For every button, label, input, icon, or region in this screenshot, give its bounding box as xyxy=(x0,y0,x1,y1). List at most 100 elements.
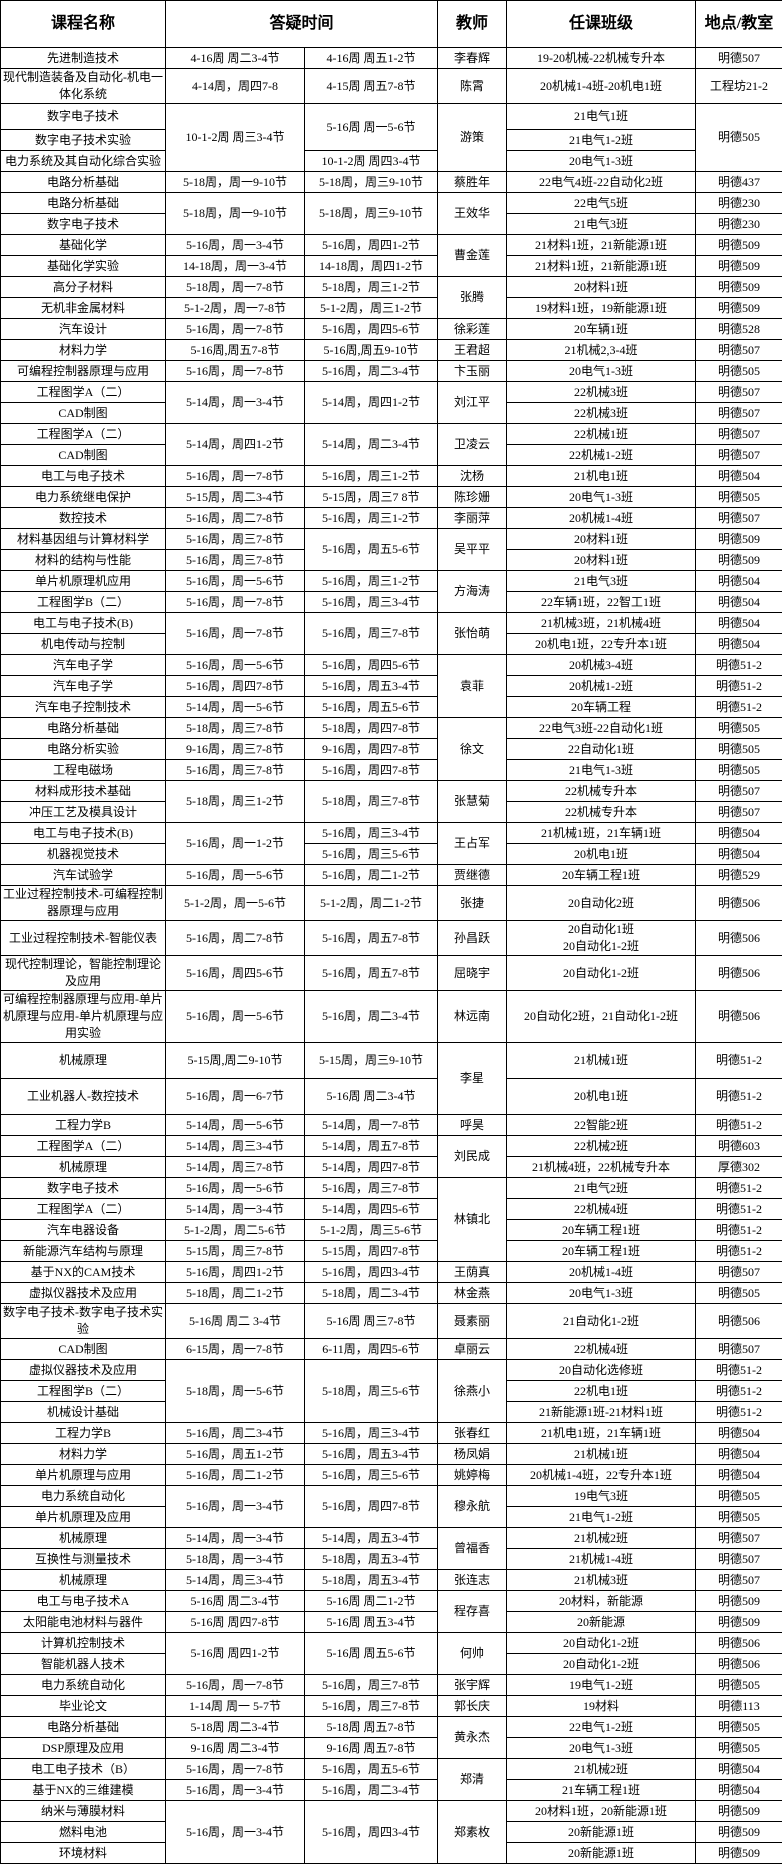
cell-teacher: 林镇北 xyxy=(438,1178,507,1262)
cell-location: 明德509 xyxy=(696,277,782,298)
cell-qa-time-1: 5-16周 周二3-4节 xyxy=(166,1591,305,1612)
cell-location: 明德51-2 xyxy=(696,655,782,676)
cell-qa-time-1: 14-18周，周一3-4节 xyxy=(166,256,305,277)
cell-location: 明德506 xyxy=(696,991,782,1043)
cell-qa-time-2: 5-16周，周三1-2节 xyxy=(305,571,438,592)
cell-qa-time-1: 10-1-2周 周三3-4节 xyxy=(166,104,305,172)
cell-teacher: 张怡萌 xyxy=(438,613,507,655)
cell-qa-time-2: 5-18周，周三7-8节 xyxy=(305,781,438,823)
cell-class: 22机械2班 xyxy=(507,1136,696,1157)
cell-qa-time-2: 5-14周，周五3-4节 xyxy=(305,1528,438,1549)
cell-class: 21机械2班 xyxy=(507,1528,696,1549)
cell-course-name: 电力系统自动化 xyxy=(1,1675,166,1696)
cell-course-name: 单片机原理机应用 xyxy=(1,571,166,592)
cell-course-name: 汽车电子控制技术 xyxy=(1,697,166,718)
cell-location: 工程坊21-2 xyxy=(696,69,782,104)
cell-course-name: 高分子材料 xyxy=(1,277,166,298)
cell-qa-time-2: 5-16周，周四5-6节 xyxy=(305,319,438,340)
cell-location: 明德505 xyxy=(696,1486,782,1507)
cell-qa-time-1: 5-14周，周三3-4节 xyxy=(166,1136,305,1157)
cell-course-name: 数字电子技术 xyxy=(1,1178,166,1199)
cell-teacher: 卓丽云 xyxy=(438,1339,507,1360)
cell-qa-time-2: 5-14周，周四5-6节 xyxy=(305,1199,438,1220)
cell-qa-time-1: 5-14周，周四1-2节 xyxy=(166,424,305,466)
cell-course-name: 汽车电子学 xyxy=(1,655,166,676)
header-teacher: 教师 xyxy=(438,1,507,48)
cell-teacher: 吴平平 xyxy=(438,529,507,571)
cell-qa-time-2: 5-16周 周二1-2节 xyxy=(305,1591,438,1612)
cell-location: 明德504 xyxy=(696,1759,782,1780)
cell-qa-time-1: 5-1-2周，周二5-6节 xyxy=(166,1220,305,1241)
cell-teacher: 杨凤娟 xyxy=(438,1444,507,1465)
cell-teacher: 李星 xyxy=(438,1043,507,1115)
cell-course-name: 数控技术 xyxy=(1,508,166,529)
cell-location: 厚德302 xyxy=(696,1157,782,1178)
cell-class: 20自动化1班 20自动化1-2班 xyxy=(507,921,696,956)
cell-location: 明德507 xyxy=(696,403,782,424)
cell-course-name: 机械设计基础 xyxy=(1,1402,166,1423)
cell-location: 明德51-2 xyxy=(696,1360,782,1381)
cell-class: 20电气1-3班 xyxy=(507,151,696,172)
cell-qa-time-1: 5-16周，周一3-4节 xyxy=(166,1801,305,1864)
cell-course-name: 机械原理 xyxy=(1,1157,166,1178)
cell-qa-time-1: 5-14周，周一5-6节 xyxy=(166,697,305,718)
cell-teacher: 方海涛 xyxy=(438,571,507,613)
cell-teacher: 郑素枚 xyxy=(438,1801,507,1864)
cell-class: 21机械3班，21机械4班 xyxy=(507,613,696,634)
cell-class: 20机械1-4班 xyxy=(507,1262,696,1283)
cell-teacher: 张宇辉 xyxy=(438,1675,507,1696)
cell-location: 明德509 xyxy=(696,1591,782,1612)
cell-location: 明德51-2 xyxy=(696,1402,782,1423)
cell-qa-time-2: 5-16周，周五5-6节 xyxy=(305,697,438,718)
cell-qa-time-1: 5-16周，周一5-6节 xyxy=(166,571,305,592)
cell-qa-time-1: 5-1-2周，周一7-8节 xyxy=(166,298,305,319)
cell-class: 21机电1班 xyxy=(507,466,696,487)
cell-qa-time-2: 5-16周，周二3-4节 xyxy=(305,1780,438,1801)
cell-teacher: 徐彩莲 xyxy=(438,319,507,340)
cell-qa-time-1: 5-16周，周一6-7节 xyxy=(166,1079,305,1115)
cell-qa-time-1: 5-16周，周一3-4节 xyxy=(166,1486,305,1528)
cell-course-name: 太阳能电池材料与器件 xyxy=(1,1612,166,1633)
cell-location: 明德603 xyxy=(696,1136,782,1157)
cell-class: 19电气1-2班 xyxy=(507,1675,696,1696)
cell-course-name: 电工与电子技术(B) xyxy=(1,613,166,634)
cell-class: 19电气3班 xyxy=(507,1486,696,1507)
cell-qa-time-1: 5-16周，周三7-8节 xyxy=(166,550,305,571)
cell-location: 明德505 xyxy=(696,1283,782,1304)
cell-class: 22机械1-2班 xyxy=(507,445,696,466)
cell-location: 明德509 xyxy=(696,529,782,550)
cell-qa-time-2: 9-16周，周四7-8节 xyxy=(305,739,438,760)
cell-qa-time-1: 5-16周，周一7-8节 xyxy=(166,361,305,382)
cell-qa-time-2: 5-16周，周三7-8节 xyxy=(305,1178,438,1199)
cell-course-name: 汽车电器设备 xyxy=(1,1220,166,1241)
cell-qa-time-1: 9-16周，周三7-8节 xyxy=(166,739,305,760)
cell-qa-time-1: 5-15周，周二3-4节 xyxy=(166,487,305,508)
cell-class: 20材料1班，20新能源1班 xyxy=(507,1801,696,1822)
cell-class: 20电气1-3班 xyxy=(507,1283,696,1304)
cell-qa-time-1: 5-16周，周一7-8节 xyxy=(166,592,305,613)
cell-class: 21机械1-4班 xyxy=(507,1549,696,1570)
cell-course-name: 工业机器人-数控技术 xyxy=(1,1079,166,1115)
cell-class: 22机电1班 xyxy=(507,1381,696,1402)
cell-qa-time-2: 5-14周，周五7-8节 xyxy=(305,1136,438,1157)
cell-location: 明德507 xyxy=(696,802,782,823)
cell-qa-time-2: 6-11周，周四5-6节 xyxy=(305,1339,438,1360)
cell-location: 明德504 xyxy=(696,844,782,865)
cell-class: 21新能源1班-21材料1班 xyxy=(507,1402,696,1423)
cell-course-name: 电路分析基础 xyxy=(1,193,166,214)
cell-location: 明德509 xyxy=(696,1843,782,1864)
cell-class: 20机械1-4班，22专升本1班 xyxy=(507,1465,696,1486)
cell-class: 21电气1-3班 xyxy=(507,760,696,781)
cell-course-name: 工程力学B xyxy=(1,1115,166,1136)
cell-class: 20新能源 xyxy=(507,1612,696,1633)
